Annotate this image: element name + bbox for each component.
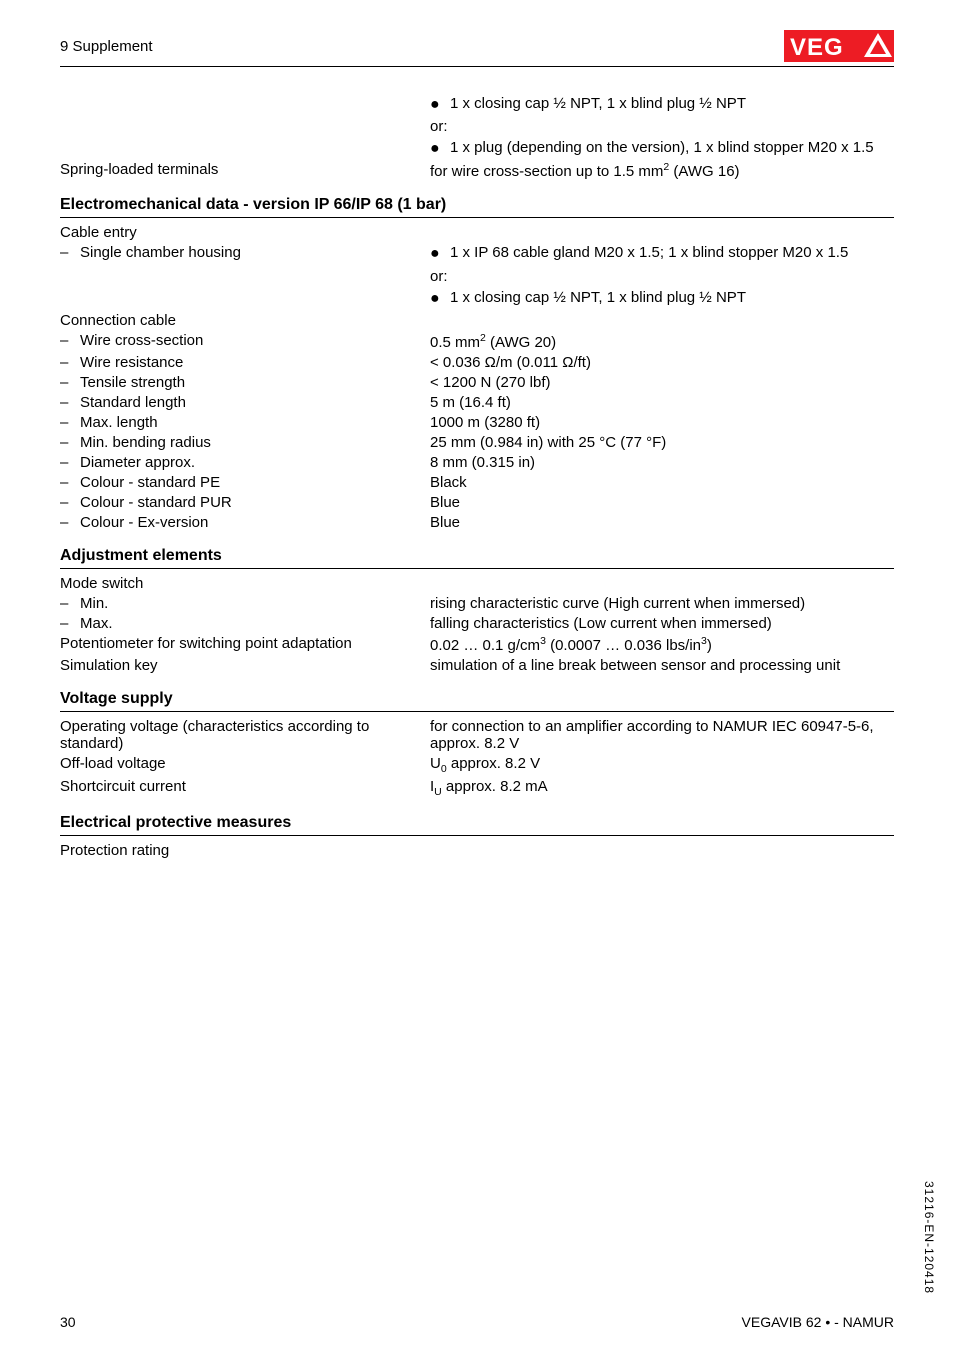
ts-label: Tensile strength bbox=[80, 374, 185, 391]
mode-switch-label: Mode switch bbox=[60, 575, 894, 592]
single-chamber-row: –Single chamber housing ● 1 x IP 68 cabl… bbox=[60, 244, 894, 307]
epm-title: Electrical protective measures bbox=[60, 814, 894, 836]
single-bullet-2: 1 x closing cap ½ NPT, 1 x blind plug ½ … bbox=[450, 289, 746, 306]
voltage-title: Voltage supply bbox=[60, 690, 894, 712]
wr-value: < 0.036 Ω/m (0.011 Ω/ft) bbox=[430, 354, 894, 371]
header-left: 9 Supplement bbox=[60, 38, 153, 55]
wcs-label: Wire cross-section bbox=[80, 332, 203, 349]
dash-icon: – bbox=[60, 474, 80, 491]
electro-or: or: bbox=[430, 268, 894, 285]
max-label: Max. bbox=[80, 615, 113, 632]
bullet-icon: ● bbox=[430, 244, 450, 263]
pot-post: ) bbox=[707, 637, 712, 654]
single-bullet-1: 1 x IP 68 cable gland M20 x 1.5; 1 x bli… bbox=[450, 244, 848, 261]
min-label: Min. bbox=[80, 595, 108, 612]
top-or: or: bbox=[430, 118, 894, 135]
sc-value: IU approx. 8.2 mA bbox=[430, 778, 894, 798]
spring-label: Spring-loaded terminals bbox=[60, 161, 430, 178]
spring-row: Spring-loaded terminals for wire cross-s… bbox=[60, 161, 894, 180]
sl-label: Standard length bbox=[80, 394, 186, 411]
sc-sub: U bbox=[434, 786, 442, 798]
ts-value: < 1200 N (270 lbf) bbox=[430, 374, 894, 391]
bullet-icon: ● bbox=[430, 289, 450, 308]
pot-value: 0.02 … 0.1 g/cm3 (0.0007 … 0.036 lbs/in3… bbox=[430, 635, 894, 654]
cex-label: Colour - Ex-version bbox=[80, 514, 208, 531]
off-post: approx. 8.2 V bbox=[447, 755, 540, 772]
side-doc-id: 31216-EN-120418 bbox=[922, 1181, 936, 1294]
svg-text:VEG: VEG bbox=[790, 34, 844, 61]
page-header: 9 Supplement VEG bbox=[60, 30, 894, 67]
sim-label: Simulation key bbox=[60, 657, 430, 674]
electro-title: Electromechanical data - version IP 66/I… bbox=[60, 196, 894, 218]
ml-label: Max. length bbox=[80, 414, 158, 431]
top-bullet-1-row: ● 1 x closing cap ½ NPT, 1 x blind plug … bbox=[60, 95, 894, 158]
off-value: U0 approx. 8.2 V bbox=[430, 755, 894, 775]
da-label: Diameter approx. bbox=[80, 454, 195, 471]
footer-page-num: 30 bbox=[60, 1314, 76, 1330]
cpe-value: Black bbox=[430, 474, 894, 491]
top-bullet-2: 1 x plug (depending on the version), 1 x… bbox=[450, 139, 874, 156]
dash-icon: – bbox=[60, 514, 80, 531]
dash-icon: – bbox=[60, 595, 80, 612]
spring-value-post: (AWG 16) bbox=[669, 163, 739, 180]
spring-value-pre: for wire cross-section up to 1.5 mm bbox=[430, 163, 663, 180]
dash-icon: – bbox=[60, 374, 80, 391]
op-value: for connection to an amplifier according… bbox=[430, 718, 894, 752]
page-footer: 30 VEGAVIB 62 • - NAMUR bbox=[60, 1314, 894, 1330]
off-pre: U bbox=[430, 755, 441, 772]
mb-value: 25 mm (0.984 in) with 25 °C (77 °F) bbox=[430, 434, 894, 451]
wcs-post: (AWG 20) bbox=[486, 334, 556, 351]
single-chamber-label: Single chamber housing bbox=[80, 244, 241, 261]
wcs-value: 0.5 mm2 (AWG 20) bbox=[430, 332, 894, 351]
footer-right: VEGAVIB 62 • - NAMUR bbox=[742, 1314, 894, 1330]
sim-value: simulation of a line break between senso… bbox=[430, 657, 894, 674]
ml-value: 1000 m (3280 ft) bbox=[430, 414, 894, 431]
max-value: falling characteristics (Low current whe… bbox=[430, 615, 894, 632]
cpe-label: Colour - standard PE bbox=[80, 474, 220, 491]
wr-label: Wire resistance bbox=[80, 354, 183, 371]
sl-value: 5 m (16.4 ft) bbox=[430, 394, 894, 411]
dash-icon: – bbox=[60, 494, 80, 511]
spring-value: for wire cross-section up to 1.5 mm2 (AW… bbox=[430, 161, 894, 180]
dash-icon: – bbox=[60, 414, 80, 431]
cex-value: Blue bbox=[430, 514, 894, 531]
off-label: Off-load voltage bbox=[60, 755, 430, 772]
bullet-icon: ● bbox=[430, 139, 450, 158]
dash-icon: – bbox=[60, 434, 80, 451]
sc-post: approx. 8.2 mA bbox=[442, 778, 548, 795]
dash-icon: – bbox=[60, 332, 80, 349]
dash-icon: – bbox=[60, 454, 80, 471]
wcs-pre: 0.5 mm bbox=[430, 334, 480, 351]
da-value: 8 mm (0.315 in) bbox=[430, 454, 894, 471]
sc-label: Shortcircuit current bbox=[60, 778, 430, 795]
pot-label: Potentiometer for switching point adapta… bbox=[60, 635, 430, 652]
dash-icon: – bbox=[60, 244, 80, 261]
connection-cable-label: Connection cable bbox=[60, 312, 894, 329]
dash-icon: – bbox=[60, 615, 80, 632]
bullet-icon: ● bbox=[430, 95, 450, 114]
cpur-value: Blue bbox=[430, 494, 894, 511]
top-bullet-1: 1 x closing cap ½ NPT, 1 x blind plug ½ … bbox=[450, 95, 746, 112]
pot-pre: 0.02 … 0.1 g/cm bbox=[430, 637, 540, 654]
dash-icon: – bbox=[60, 394, 80, 411]
pot-mid: (0.0007 … 0.036 lbs/in bbox=[546, 637, 701, 654]
protection-rating: Protection rating bbox=[60, 842, 894, 859]
cable-entry-label: Cable entry bbox=[60, 224, 894, 241]
op-label: Operating voltage (characteristics accor… bbox=[60, 718, 430, 752]
min-value: rising characteristic curve (High curren… bbox=[430, 595, 894, 612]
vega-logo: VEG bbox=[784, 30, 894, 62]
mb-label: Min. bending radius bbox=[80, 434, 211, 451]
adjust-title: Adjustment elements bbox=[60, 547, 894, 569]
cpur-label: Colour - standard PUR bbox=[80, 494, 232, 511]
dash-icon: – bbox=[60, 354, 80, 371]
